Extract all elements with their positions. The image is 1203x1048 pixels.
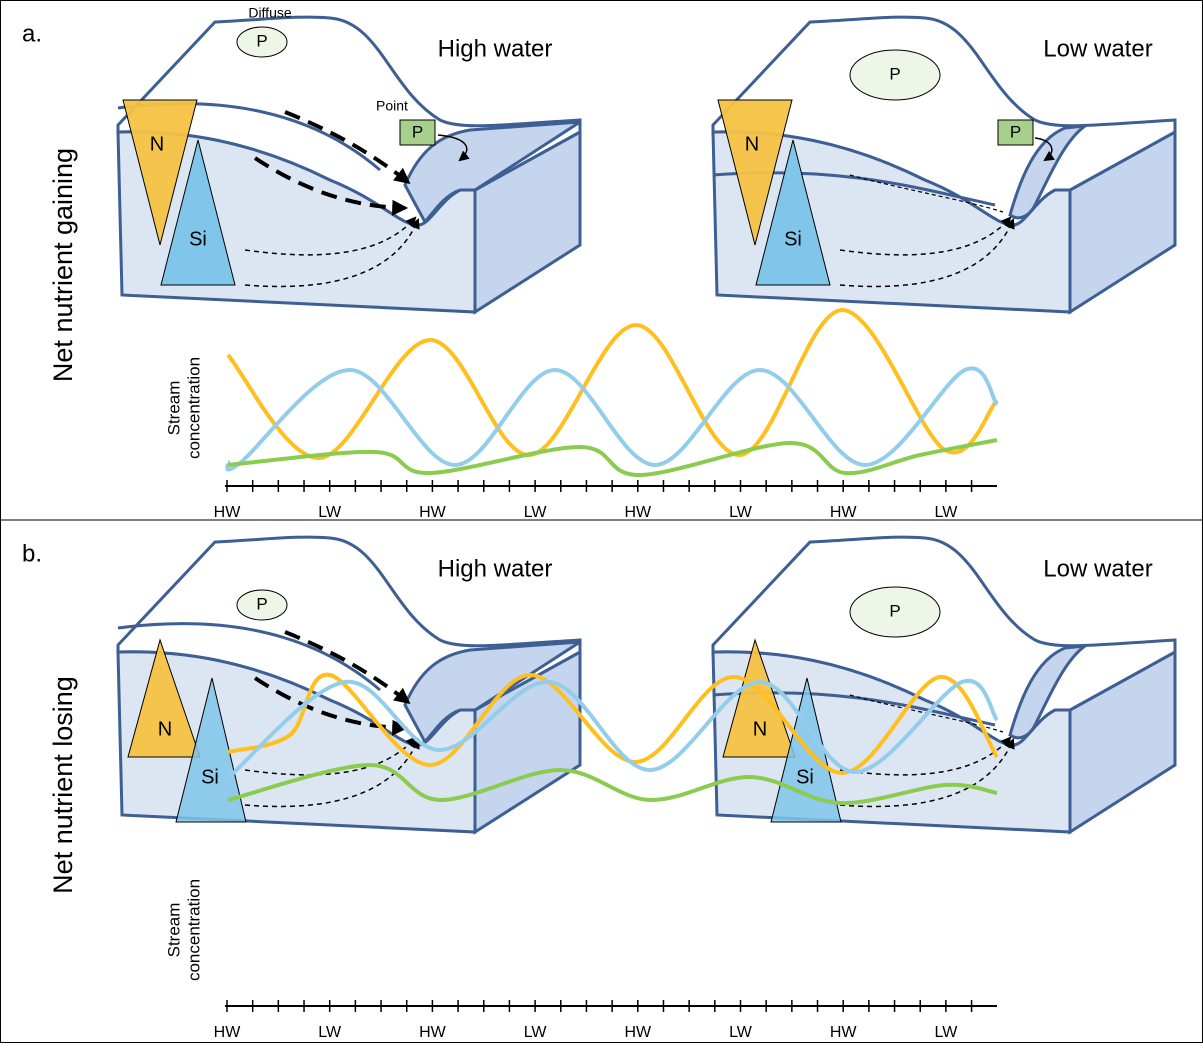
flow-path xyxy=(849,694,1004,733)
runoff-arrow xyxy=(284,110,411,184)
diffuse-p-label: P xyxy=(256,31,267,50)
diffuse-p-label: P xyxy=(889,64,900,83)
x-tick-label: HW xyxy=(419,504,447,521)
flow-path xyxy=(839,738,1015,808)
nitrogen-triangle xyxy=(122,99,198,246)
point-p-label: P xyxy=(1010,122,1021,141)
concentration-curve xyxy=(227,762,998,806)
scenario-title: High water xyxy=(438,35,553,62)
diffuse-p-label: P xyxy=(889,601,900,620)
runoff-arrow xyxy=(253,676,409,736)
low-water-block: N Si P P Low water xyxy=(711,15,1177,315)
y-axis-label: Stream xyxy=(164,903,183,958)
x-tick-label: HW xyxy=(830,1024,858,1041)
x-tick-label: LW xyxy=(729,504,753,521)
point-arrow xyxy=(437,134,470,162)
n-label: N xyxy=(753,718,767,740)
si-label: Si xyxy=(201,766,219,788)
concentration-curve xyxy=(227,672,999,776)
si-label: Si xyxy=(189,228,207,250)
n-label: N xyxy=(150,133,164,155)
si-label: Si xyxy=(796,766,814,788)
row-label: Net nutrient losing xyxy=(48,676,78,894)
y-axis-label: concentration xyxy=(184,357,203,459)
flow-path xyxy=(244,218,420,288)
top-surface xyxy=(711,535,1177,747)
x-tick-label: HW xyxy=(214,504,242,521)
flow-path xyxy=(849,174,1004,213)
diffuse-label: Diffuse xyxy=(248,5,292,21)
concentration-curve xyxy=(226,678,999,780)
diffuse-p-source xyxy=(236,589,288,621)
panel-label: b. xyxy=(22,540,42,567)
runoff-arrow xyxy=(253,156,409,216)
concentration-curve xyxy=(225,366,999,472)
x-tick-label: LW xyxy=(934,504,958,521)
flow-path xyxy=(839,736,1012,776)
diffuse-p-source xyxy=(236,26,288,58)
scenario-title: Low water xyxy=(1043,555,1152,582)
x-tick-label: LW xyxy=(318,1024,342,1041)
flow-path xyxy=(839,218,1015,288)
point-label: Point xyxy=(376,98,408,114)
x-tick-label: HW xyxy=(830,504,858,521)
diffuse-p-label: P xyxy=(256,594,267,613)
point-p-source xyxy=(399,119,436,146)
stream-channel xyxy=(1008,123,1091,220)
n-label: N xyxy=(745,133,759,155)
flow-path xyxy=(244,738,420,808)
diffuse-p-source xyxy=(849,49,941,101)
panel: a.Net nutrient gainingNSiPDiffusePPointH… xyxy=(22,5,1177,521)
stream-channel xyxy=(1008,643,1091,740)
x-tick-label: LW xyxy=(934,1024,958,1041)
top-surface xyxy=(711,15,1177,227)
runoff-arrow xyxy=(284,630,411,704)
nitrogen-triangle xyxy=(717,99,793,246)
n-label: N xyxy=(158,718,172,740)
stream-channel xyxy=(403,120,581,225)
ridge-line xyxy=(117,622,381,692)
y-axis-label: Stream xyxy=(164,381,183,436)
silica-triangle xyxy=(755,139,831,286)
point-p-label: P xyxy=(412,122,423,141)
point-p-source xyxy=(997,119,1034,146)
si-label: Si xyxy=(784,228,802,250)
nitrogen-triangle xyxy=(722,638,796,758)
scenario-title: High water xyxy=(438,555,553,582)
low-water-block: N Si P Low water xyxy=(711,535,1177,835)
flow-path xyxy=(244,216,417,256)
x-tick-label: HW xyxy=(624,1024,652,1041)
flow-path xyxy=(839,216,1012,256)
point-arrow xyxy=(1034,137,1055,162)
y-axis-label: concentration xyxy=(184,879,203,981)
diffuse-p-source xyxy=(849,586,941,638)
concentration-curve xyxy=(226,307,999,461)
panel: b. Net nutrient losing N Si P High water N Si P L… xyxy=(22,535,1177,1041)
x-tick-label: LW xyxy=(729,1024,753,1041)
x-tick-label: LW xyxy=(318,504,342,521)
concentration-curve xyxy=(227,438,998,478)
panel-label: a. xyxy=(22,20,42,47)
scenario-title: Low water xyxy=(1043,35,1152,62)
nitrogen-triangle xyxy=(127,638,201,758)
x-tick-label: LW xyxy=(524,1024,548,1041)
stream-channel xyxy=(403,640,581,745)
x-tick-label: HW xyxy=(419,1024,447,1041)
silica-triangle xyxy=(160,139,236,286)
x-tick-label: HW xyxy=(214,1024,242,1041)
x-tick-label: LW xyxy=(524,504,548,521)
x-tick-label: HW xyxy=(624,504,652,521)
row-label: Net nutrient gaining xyxy=(48,148,78,382)
high-water-block: N Si P High water xyxy=(116,535,582,835)
